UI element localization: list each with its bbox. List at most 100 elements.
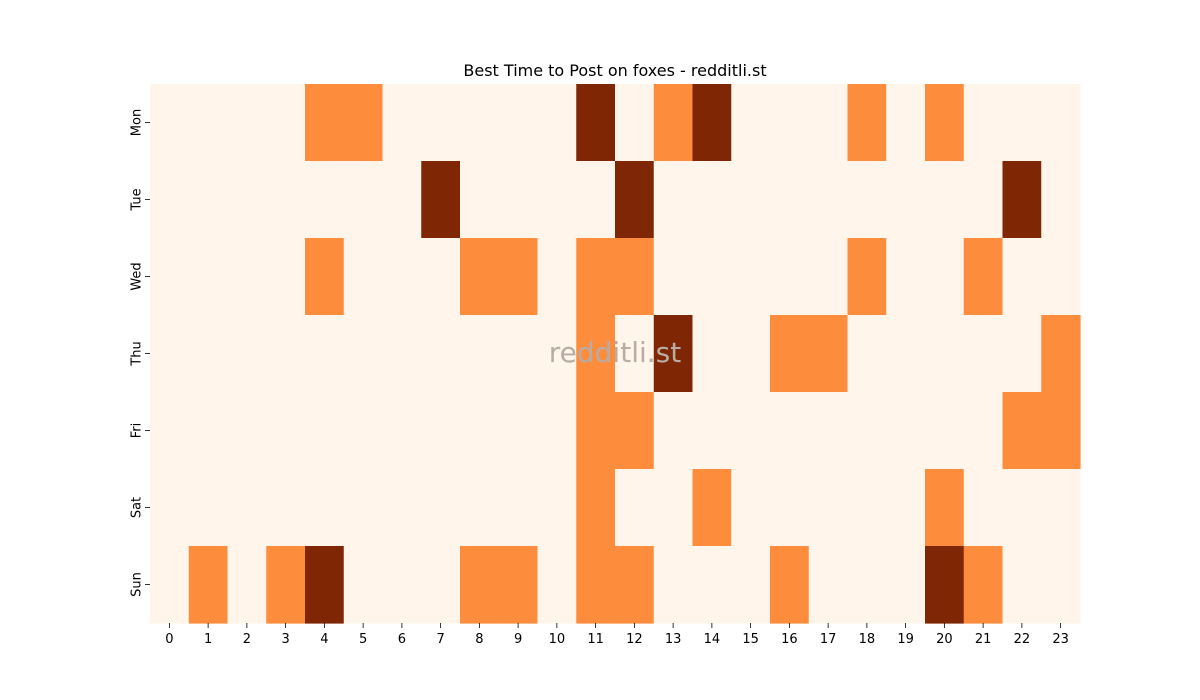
x-tick-label: 8 [475,632,483,647]
heatmap-cell-fri-17 [808,392,849,470]
heatmap-cell-thu-15 [731,315,771,393]
heatmap-cell-thu-4 [305,315,345,393]
heatmap-cell-sat-5 [343,469,384,547]
heatmap-cell-tue-21 [963,161,1004,239]
heatmap-cell-mon-16 [770,84,810,162]
y-tick-label: Mon [130,109,145,136]
heatmap-cell-thu-19 [886,315,926,393]
heatmap-cell-mon-2 [227,84,267,162]
x-tick-label: 2 [243,632,251,647]
heatmap-cell-thu-11 [576,315,616,393]
heatmap-cell-sun-22 [1002,546,1042,624]
heatmap-cell-sat-8 [460,469,500,547]
heatmap-cell-sun-23 [1041,546,1081,624]
x-tick-label: 22 [1014,632,1031,647]
heatmap-cell-tue-23 [1041,161,1081,239]
heatmap-cell-thu-5 [343,315,384,393]
heatmap-cell-tue-3 [266,161,306,239]
heatmap-cell-sat-3 [266,469,306,547]
heatmap-cell-mon-13 [653,84,694,162]
heatmap-cell-sun-10 [537,546,577,624]
heatmap-cell-thu-17 [808,315,849,393]
heatmap-cell-sun-14 [692,546,732,624]
x-tick-label: 7 [436,632,444,647]
heatmap-cell-sun-11 [576,546,616,624]
heatmap-cell-sun-15 [731,546,771,624]
heatmap-cell-tue-0 [150,161,190,239]
heatmap-cell-sun-12 [615,546,655,624]
heatmap-cell-tue-7 [421,161,461,239]
heatmap-cell-fri-18 [847,392,887,470]
heatmap-cell-tue-8 [460,161,500,239]
heatmap-cell-mon-4 [305,84,345,162]
heatmap-cell-wed-13 [653,238,694,316]
heatmap-cell-wed-20 [925,238,965,316]
heatmap-cell-wed-17 [808,238,849,316]
heatmap-cell-sun-17 [808,546,849,624]
heatmap-cell-sat-10 [537,469,577,547]
x-tick-label: 13 [665,632,682,647]
heatmap-cell-mon-20 [925,84,965,162]
heatmap-cell-mon-10 [537,84,577,162]
heatmap-cell-fri-0 [150,392,190,470]
heatmap-cell-fri-12 [615,392,655,470]
heatmap-cell-wed-14 [692,238,732,316]
heatmap-cell-wed-16 [770,238,810,316]
heatmap-cell-mon-15 [731,84,771,162]
x-tick-label: 12 [626,632,643,647]
heatmap-cell-thu-18 [847,315,887,393]
heatmap-cell-sun-4 [305,546,345,624]
heatmap-cell-tue-9 [498,161,539,239]
heatmap-cell-fri-1 [188,392,229,470]
heatmap-cell-fri-13 [653,392,694,470]
heatmap-cell-sun-1 [188,546,229,624]
heatmap-cell-mon-8 [460,84,500,162]
heatmap-cell-sun-3 [266,546,306,624]
heatmap-cell-mon-23 [1041,84,1081,162]
heatmap-cell-tue-18 [847,161,887,239]
heatmap-cell-tue-1 [188,161,229,239]
heatmap-cell-thu-7 [421,315,461,393]
heatmap-cells [150,84,1081,624]
heatmap-cell-wed-10 [537,238,577,316]
heatmap-cell-thu-16 [770,315,810,393]
heatmap-cell-tue-20 [925,161,965,239]
heatmap-cell-sun-19 [886,546,926,624]
heatmap-cell-fri-23 [1041,392,1081,470]
heatmap-cell-thu-13 [653,315,694,393]
heatmap-cell-tue-11 [576,161,616,239]
heatmap-cell-thu-3 [266,315,306,393]
heatmap-cell-wed-9 [498,238,539,316]
heatmap-cell-tue-6 [382,161,422,239]
heatmap-cell-tue-15 [731,161,771,239]
heatmap-cell-thu-23 [1041,315,1081,393]
heatmap-cell-tue-12 [615,161,655,239]
heatmap-cell-fri-10 [537,392,577,470]
heatmap-cell-mon-18 [847,84,887,162]
heatmap-cell-sun-0 [150,546,190,624]
heatmap-cell-wed-11 [576,238,616,316]
heatmap-cell-sat-2 [227,469,267,547]
heatmap-cell-sat-9 [498,469,539,547]
heatmap-cell-fri-14 [692,392,732,470]
heatmap-cell-sun-20 [925,546,965,624]
heatmap-cell-mon-21 [963,84,1004,162]
y-axis: Mon Tue Wed Thu Fri Sat Sun [130,109,150,597]
heatmap-cell-wed-21 [963,238,1004,316]
y-tick-label: Thu [130,341,145,366]
chart-title: Best Time to Post on foxes - redditli.st [463,61,766,80]
heatmap-cell-sat-6 [382,469,422,547]
heatmap-cell-wed-8 [460,238,500,316]
heatmap-cell-wed-0 [150,238,190,316]
watermark: redditli.st [549,336,681,369]
y-tick-label: Tue [130,188,145,211]
heatmap-cell-fri-16 [770,392,810,470]
x-tick-label: 1 [204,632,212,647]
heatmap-cell-mon-22 [1002,84,1042,162]
x-tick-label: 17 [820,632,837,647]
heatmap-cell-thu-9 [498,315,539,393]
heatmap-cell-tue-13 [653,161,694,239]
x-tick-label: 9 [514,632,522,647]
x-tick-label: 4 [320,632,328,647]
heatmap-cell-wed-18 [847,238,887,316]
